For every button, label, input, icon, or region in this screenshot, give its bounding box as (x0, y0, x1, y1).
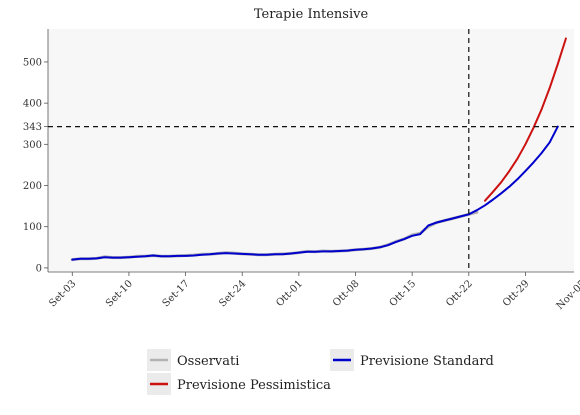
plot-background (48, 29, 574, 272)
chart-title: Terapie Intensive (254, 7, 369, 22)
x-tick-label: Ott-15 (388, 278, 419, 309)
x-tick-label: Set-17 (161, 278, 192, 309)
legend: Osservati Previsione Standard Previsione P… (147, 349, 494, 395)
series-line-previsione-standard (71, 125, 559, 261)
y-tick-label: 0 (36, 263, 42, 274)
series-layer (70, 37, 567, 262)
y-axis: 0 100 200 300 343 400 500 (23, 29, 49, 274)
legend-label: Osservati (177, 354, 239, 369)
legend-label: Previsione Pessimistica (177, 378, 331, 393)
y-tick-label: 400 (23, 99, 42, 110)
legend-label: Previsione Standard (360, 354, 494, 369)
y-tick-label: 100 (23, 222, 42, 233)
y-tick-label: 200 (23, 181, 42, 192)
x-tick-label: Ott-01 (274, 278, 305, 309)
x-axis: Set-03 Set-10 Set-17 Set-24 Ott-01 Ott-08 Ott-… (47, 271, 580, 312)
y-tick-label: 500 (23, 57, 42, 68)
x-tick-label: Set-24 (217, 278, 248, 309)
y-tick-label: 343 (23, 122, 42, 133)
series-line-previsione-pessimistica (484, 37, 567, 202)
x-tick-label: Set-03 (47, 278, 78, 309)
x-tick-label: Ott-22 (444, 278, 475, 309)
y-tick-label: 300 (23, 140, 42, 151)
x-tick-label: Set-10 (104, 278, 135, 309)
x-tick-label: Nov-05 (555, 278, 580, 312)
x-tick-label: Ott-29 (501, 278, 532, 309)
x-tick-label: Ott-08 (331, 278, 362, 309)
reference-lines (48, 29, 574, 272)
